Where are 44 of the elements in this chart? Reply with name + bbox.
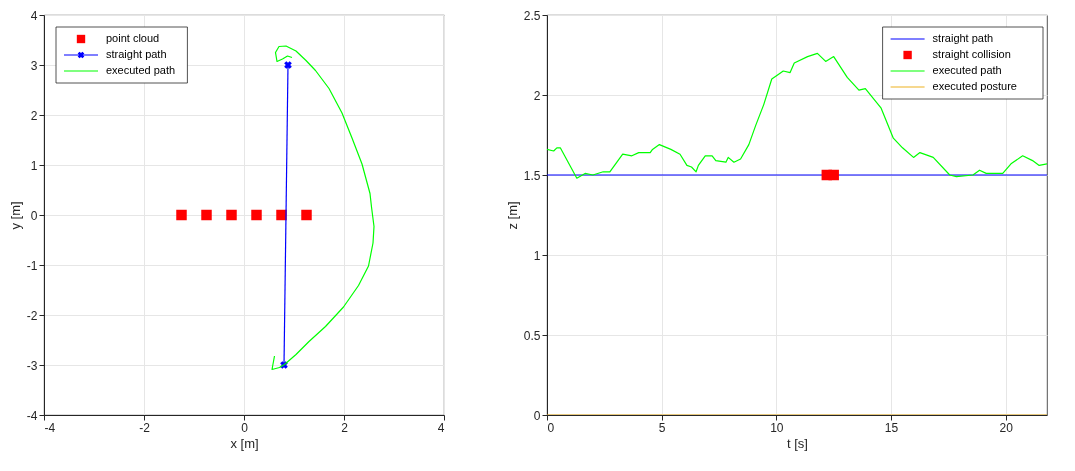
x-tick-label: 0 xyxy=(547,420,555,435)
y-axis-title: y [m] xyxy=(7,201,23,230)
legend-label: point cloud xyxy=(106,32,160,44)
y-tick-label: 0 xyxy=(533,408,541,423)
y-tick-label: 1.5 xyxy=(523,168,541,183)
x-tick-label: 2 xyxy=(341,420,349,435)
line-series xyxy=(271,45,375,371)
legend-label: executed posture xyxy=(932,80,1017,92)
y-tick-label: -2 xyxy=(26,308,38,323)
legend-label: executed path xyxy=(106,64,176,76)
legend-label: executed path xyxy=(932,64,1002,76)
point xyxy=(226,209,237,221)
y-axis-title: z [m] xyxy=(504,201,520,230)
x-tick-label: 0 xyxy=(241,420,249,435)
legend-label: straight collision xyxy=(932,48,1011,60)
x-axis-title: t [s] xyxy=(787,435,808,451)
point xyxy=(284,61,292,69)
point xyxy=(176,209,187,221)
y-tick-label: -1 xyxy=(26,258,38,273)
legend-label: straight path xyxy=(106,48,167,60)
y-tick-label: 2 xyxy=(30,108,38,123)
point xyxy=(201,209,212,221)
y-tick-label: -4 xyxy=(26,408,38,423)
x-tick-label: 15 xyxy=(884,420,899,435)
y-tick-label: 4 xyxy=(30,8,38,23)
x-tick-label: 10 xyxy=(770,420,784,435)
y-tick-label: 1 xyxy=(30,158,38,173)
x-tick-label: -2 xyxy=(139,420,151,435)
x-tick-label: 5 xyxy=(658,420,666,435)
point xyxy=(251,209,262,221)
x-tick-label: 20 xyxy=(999,420,1014,435)
y-tick-label: -3 xyxy=(26,358,38,373)
line-series xyxy=(547,52,1047,179)
y-tick-label: 3 xyxy=(30,58,38,73)
legend-label: straight path xyxy=(932,32,994,44)
y-tick-label: 2.5 xyxy=(523,8,541,23)
point xyxy=(301,209,312,221)
x-tick-label: -4 xyxy=(44,420,56,435)
y-tick-label: 1 xyxy=(533,248,541,263)
x-tick-label: 4 xyxy=(437,420,445,435)
x-axis-title: x [m] xyxy=(230,435,259,451)
y-tick-label: 0 xyxy=(30,208,38,223)
y-tick-label: 2 xyxy=(533,88,541,103)
y-tick-label: 0.5 xyxy=(523,328,541,343)
